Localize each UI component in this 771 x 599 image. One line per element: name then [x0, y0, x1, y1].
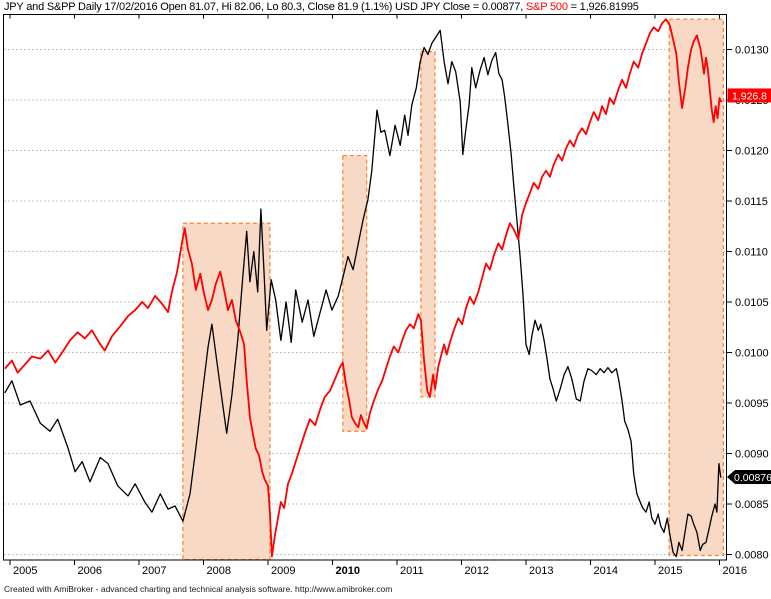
chart-title: JPY and S&PP Daily 17/02/2016 Open 81.07… [4, 1, 639, 13]
price-marker-arrow [727, 470, 735, 485]
x-tick-label: 2012 [465, 565, 489, 577]
y-tick-label: 0.0105 [735, 297, 769, 309]
y-tick-label: 0.0120 [735, 146, 769, 158]
y-tick-label: 0.0130 [735, 45, 769, 57]
y-tick-label: 0.0090 [735, 449, 769, 461]
y-tick-label: 0.0100 [735, 348, 769, 360]
x-tick-label: 2010 [336, 565, 360, 577]
price-marker-label: 0.00876 [734, 472, 771, 484]
x-tick-label: 2011 [400, 565, 424, 577]
price-marker [727, 88, 771, 103]
amibroker-credit-text: Created with AmiBroker - advanced charti… [4, 584, 393, 594]
highlight-region [420, 50, 436, 398]
x-tick-label: 2006 [78, 565, 102, 577]
highlight-region [668, 18, 724, 557]
y-tick-label: 0.0095 [735, 398, 769, 410]
y-tick-label: 0.0080 [735, 550, 769, 562]
chart-title-sp500-value: = 1,926.81995 [567, 1, 639, 13]
plot-frame [3, 14, 727, 561]
x-tick-label: 2009 [271, 565, 295, 577]
highlight-region [182, 222, 271, 561]
price-marker [735, 470, 771, 485]
price-marker-label: 1,926.8 [732, 90, 767, 102]
jpy-line [4, 29, 722, 558]
chart-title-sp500-label: S&P 500 [525, 1, 568, 13]
y-tick-label: 0.0115 [735, 196, 768, 208]
x-tick-label: 2007 [142, 565, 166, 577]
x-tick-label: 2016 [723, 565, 747, 577]
highlight-region [342, 154, 368, 432]
x-tick-label: 2013 [529, 565, 553, 577]
y-tick-label: 0.0110 [735, 247, 768, 259]
chart-title-main: JPY and S&PP Daily 17/02/2016 Open 81.07… [4, 1, 526, 13]
x-tick-label: 2015 [658, 565, 682, 577]
y-tick-label: 0.0085 [735, 499, 769, 511]
x-tick-label: 2008 [207, 565, 231, 577]
x-tick-label: 2005 [13, 565, 37, 577]
x-tick-label: 2014 [594, 565, 618, 577]
sp500-line [4, 18, 723, 558]
